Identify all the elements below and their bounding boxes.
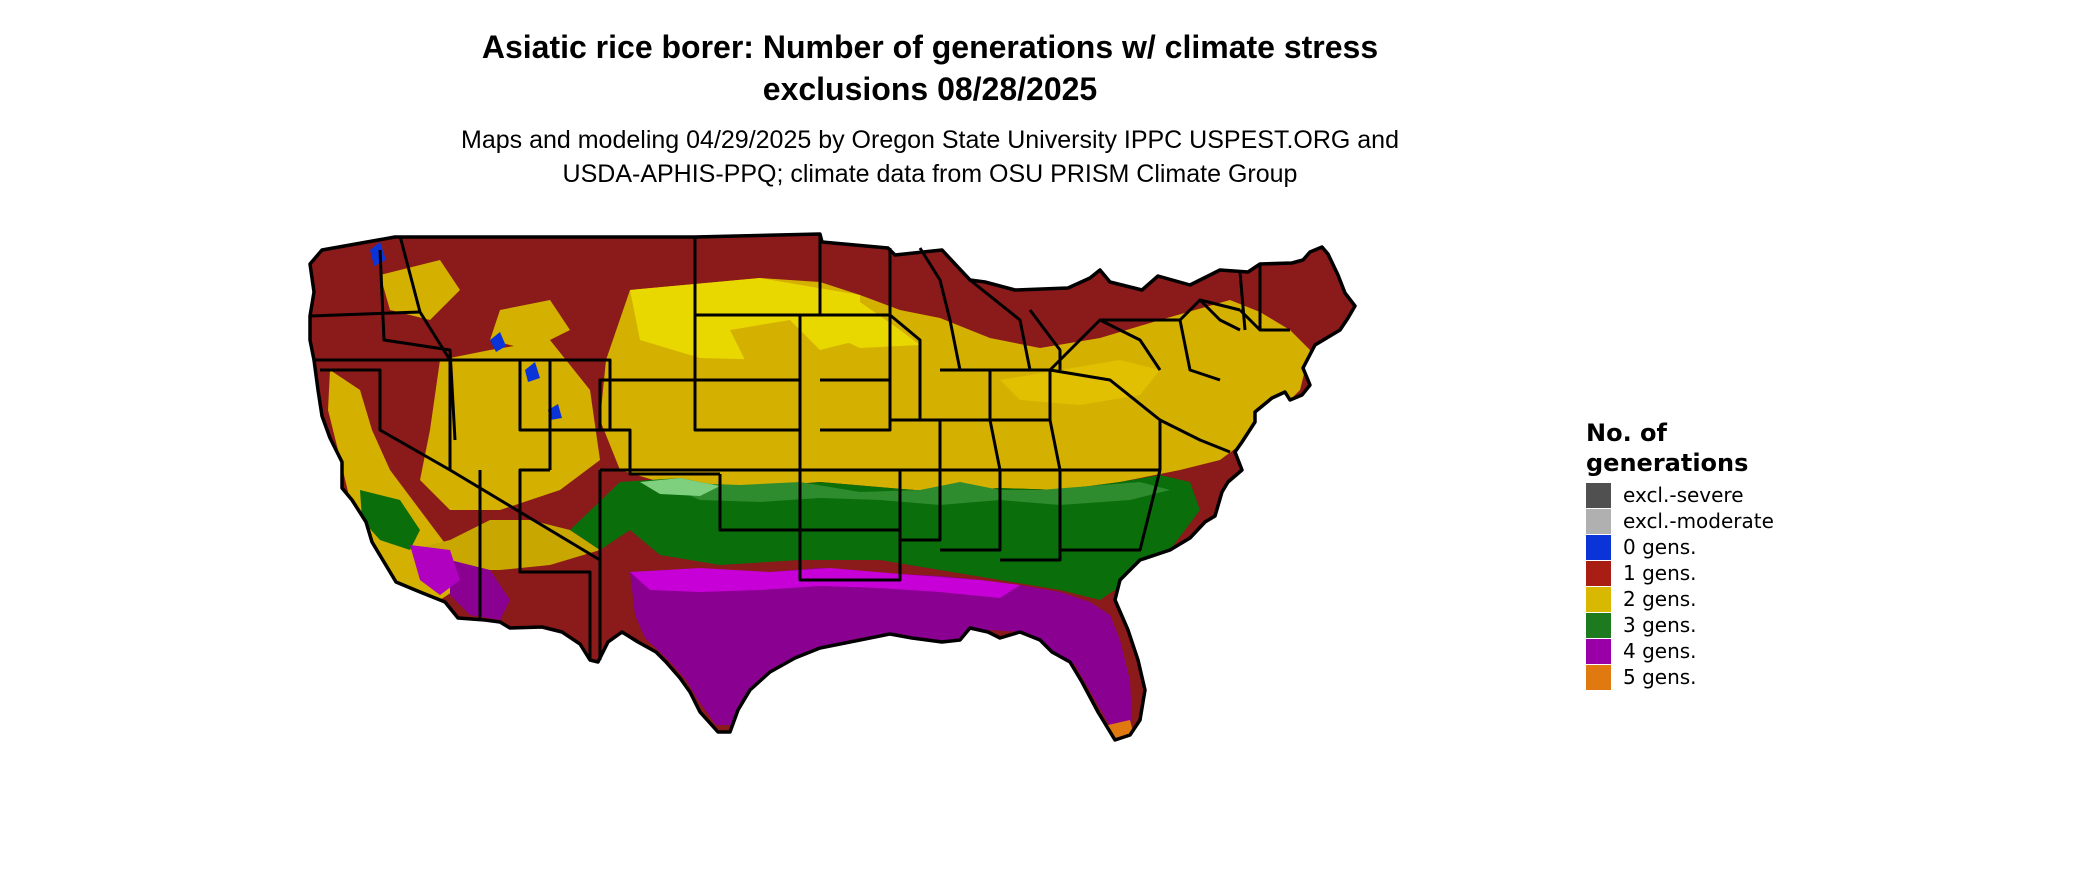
map-legend: No. of generations excl.-severe excl.-mod… [1586,418,1774,690]
legend-item: 0 gens. [1586,534,1774,560]
legend-swatch [1586,534,1611,560]
legend-item: 4 gens. [1586,638,1774,664]
title-line-2: exclusions 08/28/2025 [762,71,1098,107]
legend-label: excl.-moderate [1623,509,1774,533]
legend-swatch [1586,612,1611,638]
map-subtitle: Maps and modeling 04/29/2025 by Oregon S… [300,123,1560,191]
legend-title-line-1: No. of [1586,419,1667,447]
legend-item: 2 gens. [1586,586,1774,612]
legend-label: 1 gens. [1623,561,1697,585]
legend-title-line-2: generations [1586,449,1749,477]
legend-label: 3 gens. [1623,613,1697,637]
legend-item: excl.-moderate [1586,508,1774,534]
legend-label: 0 gens. [1623,535,1697,559]
legend-item: 1 gens. [1586,560,1774,586]
legend-swatch [1586,664,1611,690]
legend-item: 3 gens. [1586,612,1774,638]
legend-label: excl.-severe [1623,483,1744,507]
map-title: Asiatic rice borer: Number of generation… [300,26,1560,110]
us-generations-map [308,232,1357,742]
legend-items: excl.-severe excl.-moderate 0 gens. 1 gens.… [1586,482,1774,690]
legend-title: No. of generations [1586,418,1774,478]
subtitle-line-1: Maps and modeling 04/29/2025 by Oregon S… [461,126,1399,154]
legend-swatch [1586,482,1611,508]
title-line-1: Asiatic rice borer: Number of generation… [481,29,1379,65]
legend-swatch [1586,586,1611,612]
legend-swatch [1586,560,1611,586]
legend-label: 4 gens. [1623,639,1697,663]
subtitle-line-2: USDA-APHIS-PPQ; climate data from OSU PR… [562,160,1298,188]
legend-item: 5 gens. [1586,664,1774,690]
legend-item: excl.-severe [1586,482,1774,508]
legend-swatch [1586,638,1611,664]
legend-label: 5 gens. [1623,665,1697,689]
legend-label: 2 gens. [1623,587,1697,611]
legend-swatch [1586,508,1611,534]
